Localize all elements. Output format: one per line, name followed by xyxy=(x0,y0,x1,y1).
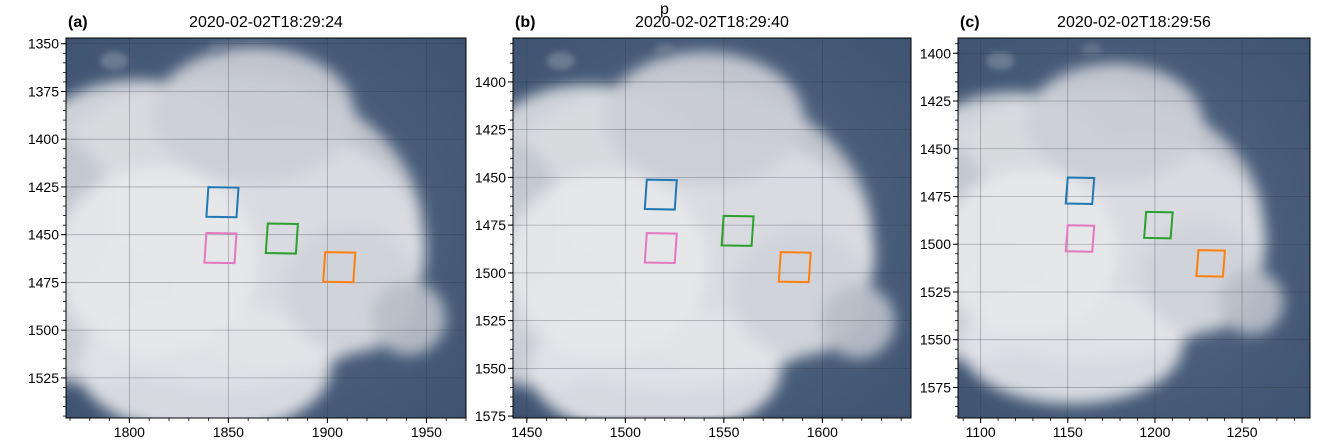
region-box-3 xyxy=(203,231,238,265)
x-tick-label: 1450 xyxy=(511,424,542,440)
x-tick-label: 1900 xyxy=(312,424,343,440)
panel-label: (b) xyxy=(515,14,535,31)
y-tick-label: 1525 xyxy=(475,313,506,329)
x-tick-label: 1600 xyxy=(807,424,838,440)
region-box-3 xyxy=(1064,224,1096,253)
x-axis: 1100 1150 1200 1250 xyxy=(962,418,1295,440)
panel-1: 1800 1850 1900 1950 1350 1375 1400 1425 1450 1475… xyxy=(28,14,467,440)
x-axis: 1800 1850 1900 1950 xyxy=(69,418,467,440)
grid xyxy=(66,38,466,418)
x-tick-label: 1550 xyxy=(708,424,739,440)
panel-timestamp: 2020-02-02T18:29:56 xyxy=(1057,14,1211,31)
x-tick-label: 1200 xyxy=(1139,424,1170,440)
y-tick-label: 1550 xyxy=(920,332,951,348)
region-box-3 xyxy=(643,232,678,265)
y-tick-label: 1575 xyxy=(920,379,951,395)
y-tick-label: 1400 xyxy=(920,45,951,61)
clipped-header: p xyxy=(660,1,669,18)
y-tick-label: 1525 xyxy=(920,284,951,300)
sky-image xyxy=(513,38,911,418)
y-tick-label: 1450 xyxy=(28,227,59,243)
cloud xyxy=(958,63,1284,404)
y-tick-label: 1475 xyxy=(28,274,59,290)
sky-image xyxy=(958,38,1310,418)
y-tick-label: 1500 xyxy=(28,322,59,338)
x-tick-label: 1250 xyxy=(1226,424,1257,440)
region-box-1 xyxy=(643,178,678,211)
grid xyxy=(513,38,911,418)
region-box-4 xyxy=(777,251,812,284)
panel-label: (a) xyxy=(68,14,88,31)
y-tick-label: 1475 xyxy=(475,217,506,233)
y-axis: 1400 1425 1450 1475 1500 1525 1550 1575 xyxy=(475,43,513,424)
region-box-1 xyxy=(205,186,240,219)
panel-2: 1450 1500 1550 1600 1400 1425 1450 1475 1500 1525… xyxy=(475,14,912,440)
y-tick-label: 1425 xyxy=(475,122,506,138)
y-tick-label: 1400 xyxy=(28,131,59,147)
cloud-wisps xyxy=(546,43,675,70)
region-box-4 xyxy=(322,251,357,284)
x-tick-label: 1100 xyxy=(966,424,996,440)
y-axis: 1350 1375 1400 1425 1450 1475 1500 1525 xyxy=(28,36,66,417)
x-tick-label: 1850 xyxy=(213,424,244,440)
y-tick-label: 1525 xyxy=(28,370,59,386)
cloud-wisps xyxy=(986,43,1102,70)
cloud xyxy=(66,47,446,418)
sky-image xyxy=(66,38,466,418)
x-tick-label: 1950 xyxy=(411,424,442,440)
region-box-2 xyxy=(720,214,755,247)
axes-frame xyxy=(957,37,1311,419)
y-tick-label: 1425 xyxy=(920,93,951,109)
cloud-wisps xyxy=(100,43,228,70)
y-axis: 1400 1425 1450 1475 1500 1525 1550 1575 xyxy=(920,43,958,417)
y-tick-label: 1350 xyxy=(28,36,59,52)
y-tick-label: 1375 xyxy=(28,83,59,99)
x-axis: 1450 1500 1550 1600 xyxy=(511,418,902,440)
y-tick-label: 1450 xyxy=(475,169,506,185)
y-tick-label: 1500 xyxy=(475,265,506,281)
panel-timestamp: 2020-02-02T18:29:40 xyxy=(635,14,789,31)
region-box-4 xyxy=(1195,249,1226,278)
region-box-2 xyxy=(264,222,299,255)
panel-label: (c) xyxy=(960,14,980,31)
region-box-2 xyxy=(1143,210,1174,240)
panel-3: 1100 1150 1200 1250 1400 1425 1450 1475 1500 1525… xyxy=(920,14,1311,440)
axes-frame xyxy=(65,37,467,419)
y-tick-label: 1575 xyxy=(475,408,506,424)
y-tick-label: 1550 xyxy=(475,360,506,376)
y-tick-label: 1425 xyxy=(28,179,59,195)
x-tick-label: 1500 xyxy=(610,424,641,440)
y-tick-label: 1400 xyxy=(475,74,506,90)
y-tick-label: 1500 xyxy=(920,236,951,252)
panel-timestamp: 2020-02-02T18:29:24 xyxy=(189,14,343,31)
x-tick-label: 1150 xyxy=(1053,424,1083,440)
axes-frame xyxy=(512,37,912,419)
y-tick-label: 1475 xyxy=(920,188,951,204)
region-box-1 xyxy=(1064,176,1096,206)
x-tick-label: 1800 xyxy=(114,424,145,440)
cloud xyxy=(513,51,895,418)
y-tick-label: 1450 xyxy=(920,141,951,157)
